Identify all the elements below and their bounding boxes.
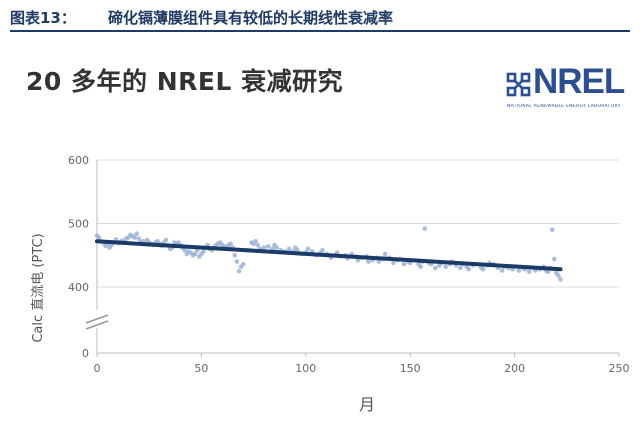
data-point [240,261,246,267]
data-point [236,268,242,274]
data-point [458,265,463,271]
data-point [232,253,238,258]
data-point [466,266,472,272]
data-point [401,261,407,267]
trend-line [95,239,563,272]
trend-line-group [95,239,563,272]
data-point [286,246,292,252]
tick-labels: 0 400 500 600 0 50 100 150 200 250 [68,154,630,375]
data-point [499,268,505,273]
data-point [418,264,423,269]
data-point [433,265,438,271]
x-tick-label-150: 150 [400,362,421,375]
figure-caption: 图表13： 碲化镉薄膜组件具有较低的长期线性衰减率 [10,4,630,32]
data-point [305,246,311,252]
figure-number: 图表13： [10,9,76,27]
data-point [192,251,198,257]
data-point [556,273,561,278]
data-point [136,236,142,241]
data-point [96,235,102,240]
data-point [320,247,325,253]
data-point [134,231,139,236]
data-point [366,259,371,264]
data-point [545,269,551,275]
x-tick-label-250: 250 [609,362,630,375]
data-point [265,244,271,249]
data-point [201,249,206,254]
y-tick-label-500: 500 [68,218,89,231]
data-point [261,245,267,250]
logo-subtext: NATIONAL RENEWABLE ENERGY LABORATORY [507,104,621,109]
x-tick-label-100: 100 [295,362,316,375]
data-point [558,277,563,282]
data-point [376,259,382,264]
figure-title: 碲化镉薄膜组件具有较低的长期线性衰减率 [108,9,394,27]
data-point [516,268,522,273]
axis-break-mark-upper [85,314,109,324]
logo-wordmark: NREL [533,62,625,101]
data-point [481,266,486,272]
data-point [274,245,279,250]
y-tick-label-400: 400 [68,281,89,294]
data-point [132,235,137,240]
data-point [163,237,169,243]
chart-heading: 20 多年的 NREL 衰减研究 [26,67,344,96]
data-point [255,242,261,248]
axis-break-mark-lower [85,320,109,330]
x-tick-label-200: 200 [504,362,525,375]
nrel-logo-mark-icon [506,72,531,97]
data-point [182,247,187,253]
data-point [382,251,388,257]
x-axis-title: 月 [359,395,375,414]
y-axis-title: Calc 直流电 (PTC) [31,233,46,342]
degradation-scatter-chart: 0 400 500 600 0 50 100 150 200 250 Calc 直流电 (PTC)… [31,154,630,414]
data-point [228,241,233,247]
data-point [422,226,428,231]
data-point [234,259,240,264]
data-point [552,256,557,262]
x-tick-label-50: 50 [194,362,208,375]
data-point [391,260,396,266]
data-point [355,258,361,263]
y-tick-label-600: 600 [68,154,89,167]
data-point [253,239,258,244]
data-point [526,269,532,275]
data-point [549,227,555,233]
data-point [443,264,449,269]
nrel-logo: NREL NATIONAL RENEWABLE ENERGY LABORATOR… [503,62,635,122]
y-tick-label-0: 0 [82,347,89,360]
x-tick-label-0: 0 [94,362,101,375]
grid-lines [97,159,619,288]
